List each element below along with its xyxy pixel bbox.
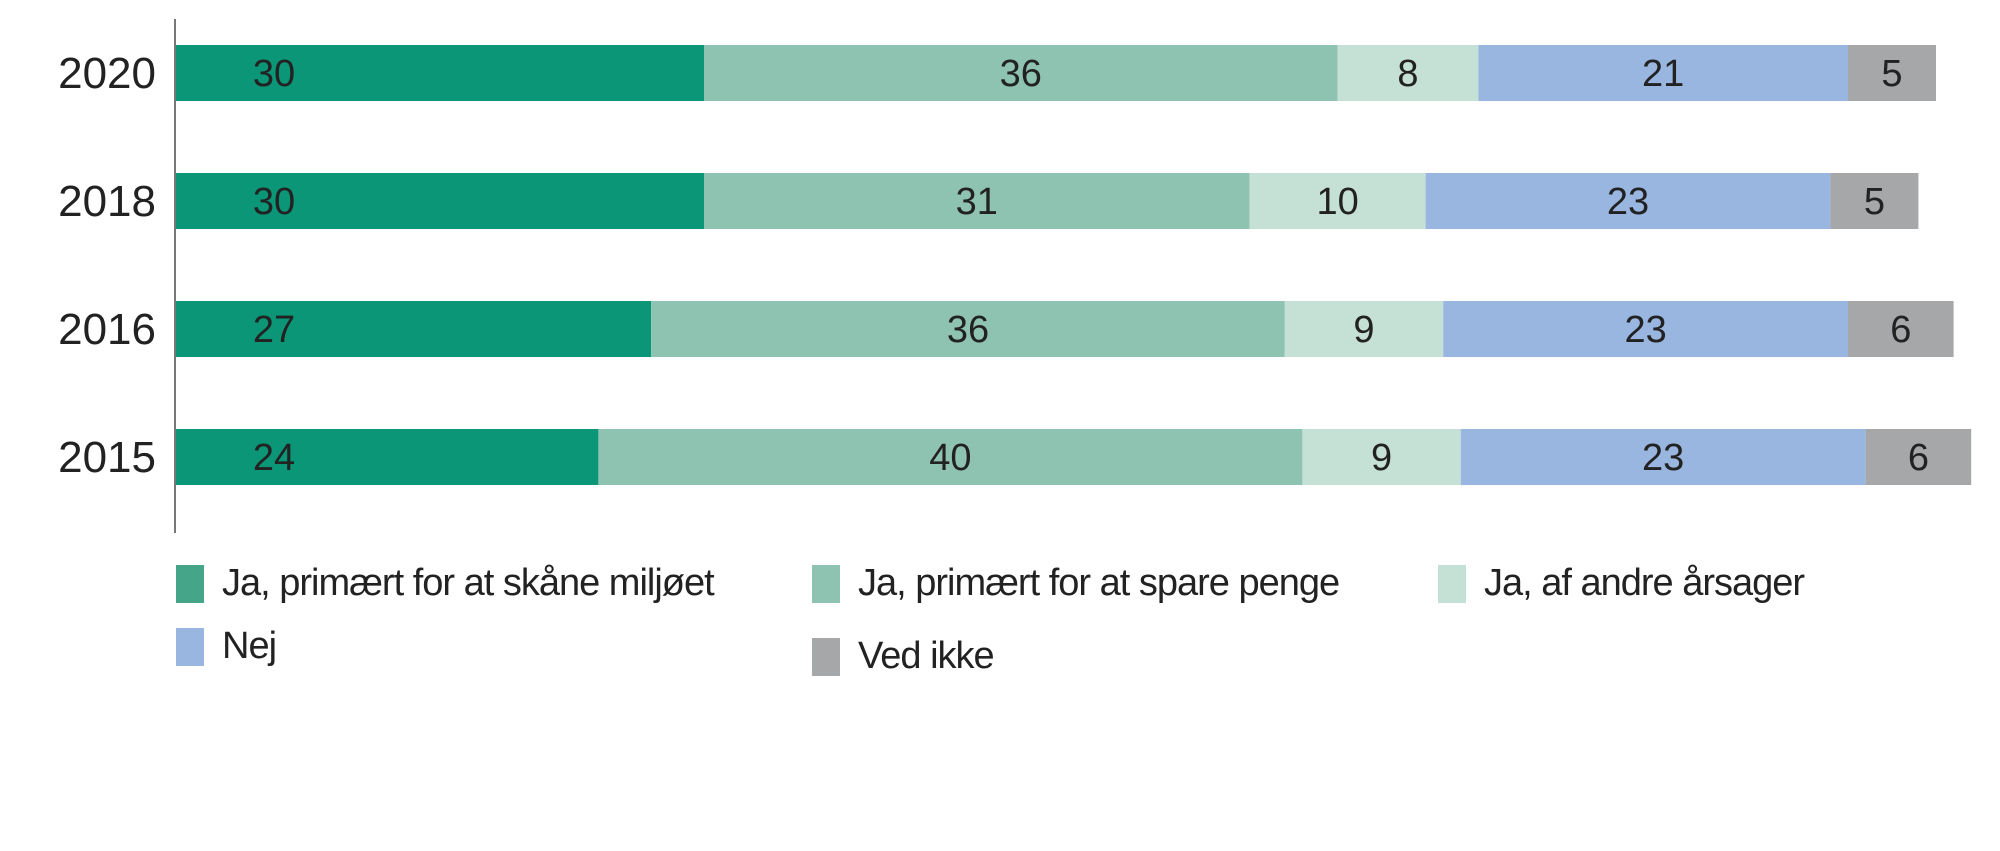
bar-segment [1443, 301, 1848, 357]
legend-swatch [176, 564, 204, 603]
data-label: 8 [1397, 53, 1418, 95]
bar-segment [1830, 173, 1919, 229]
bar-segment [1848, 301, 1954, 357]
bar-segment [176, 301, 652, 357]
bar-segment [1249, 173, 1426, 229]
data-label: 9 [1353, 309, 1374, 351]
data-label: 23 [1607, 181, 1649, 223]
y-tick-label: 2015 [58, 433, 156, 482]
bar-segment [1848, 45, 1936, 101]
data-label: 31 [956, 181, 998, 223]
data-label: 30 [253, 181, 295, 223]
data-label: 5 [1864, 181, 1885, 223]
y-tick-label: 2018 [58, 177, 156, 226]
data-label: 40 [929, 437, 971, 479]
legend-item: Ja, primært for at skåne miljøet [176, 562, 715, 605]
data-label: 6 [1908, 437, 1929, 479]
bar-segment [176, 173, 704, 229]
bar-segment [176, 429, 599, 485]
data-label: 6 [1890, 309, 1911, 351]
data-label: 21 [1642, 53, 1684, 95]
data-label: 23 [1642, 437, 1684, 479]
legend-swatch [1438, 564, 1466, 603]
legend-swatch [812, 564, 840, 603]
bar-segment [704, 173, 1250, 229]
legend-swatch [176, 627, 204, 666]
bar-segment [1865, 429, 1972, 485]
data-label: 30 [253, 53, 295, 95]
bar-segment [1302, 429, 1461, 485]
data-label: 9 [1371, 437, 1392, 479]
bar-segment [176, 45, 704, 101]
bar-segment [1284, 301, 1444, 357]
bar-segment [651, 301, 1285, 357]
legend-item: Ja, primært for at spare penge [812, 562, 1340, 605]
y-tick-label: 2016 [58, 305, 156, 354]
bar-segment [1425, 173, 1831, 229]
bar-segment [704, 45, 1338, 101]
legend-label: Nej [222, 625, 277, 667]
bar-segment [1478, 45, 1848, 101]
legend-label: Ved ikke [858, 635, 995, 677]
data-label: 36 [1000, 53, 1042, 95]
legend-item: Ja, af andre årsager [1438, 562, 1805, 605]
bar-segment [598, 429, 1303, 485]
data-label: 24 [253, 437, 295, 479]
data-label: 36 [947, 309, 989, 351]
legend-item: Ved ikke [812, 635, 995, 678]
data-label: 27 [253, 309, 295, 351]
legend-label: Ja, primært for at spare penge [858, 562, 1340, 604]
data-label: 10 [1316, 181, 1358, 223]
bar-segment [1337, 45, 1479, 101]
data-label: 5 [1881, 53, 1902, 95]
legend-swatch [812, 637, 840, 676]
bar-segment [1460, 429, 1866, 485]
data-label: 23 [1624, 309, 1666, 351]
legend-label: Ja, primært for at skåne miljøet [222, 562, 715, 604]
legend-item: Nej [176, 625, 277, 668]
y-tick-label: 2020 [58, 49, 156, 98]
legend-label: Ja, af andre årsager [1484, 562, 1805, 604]
